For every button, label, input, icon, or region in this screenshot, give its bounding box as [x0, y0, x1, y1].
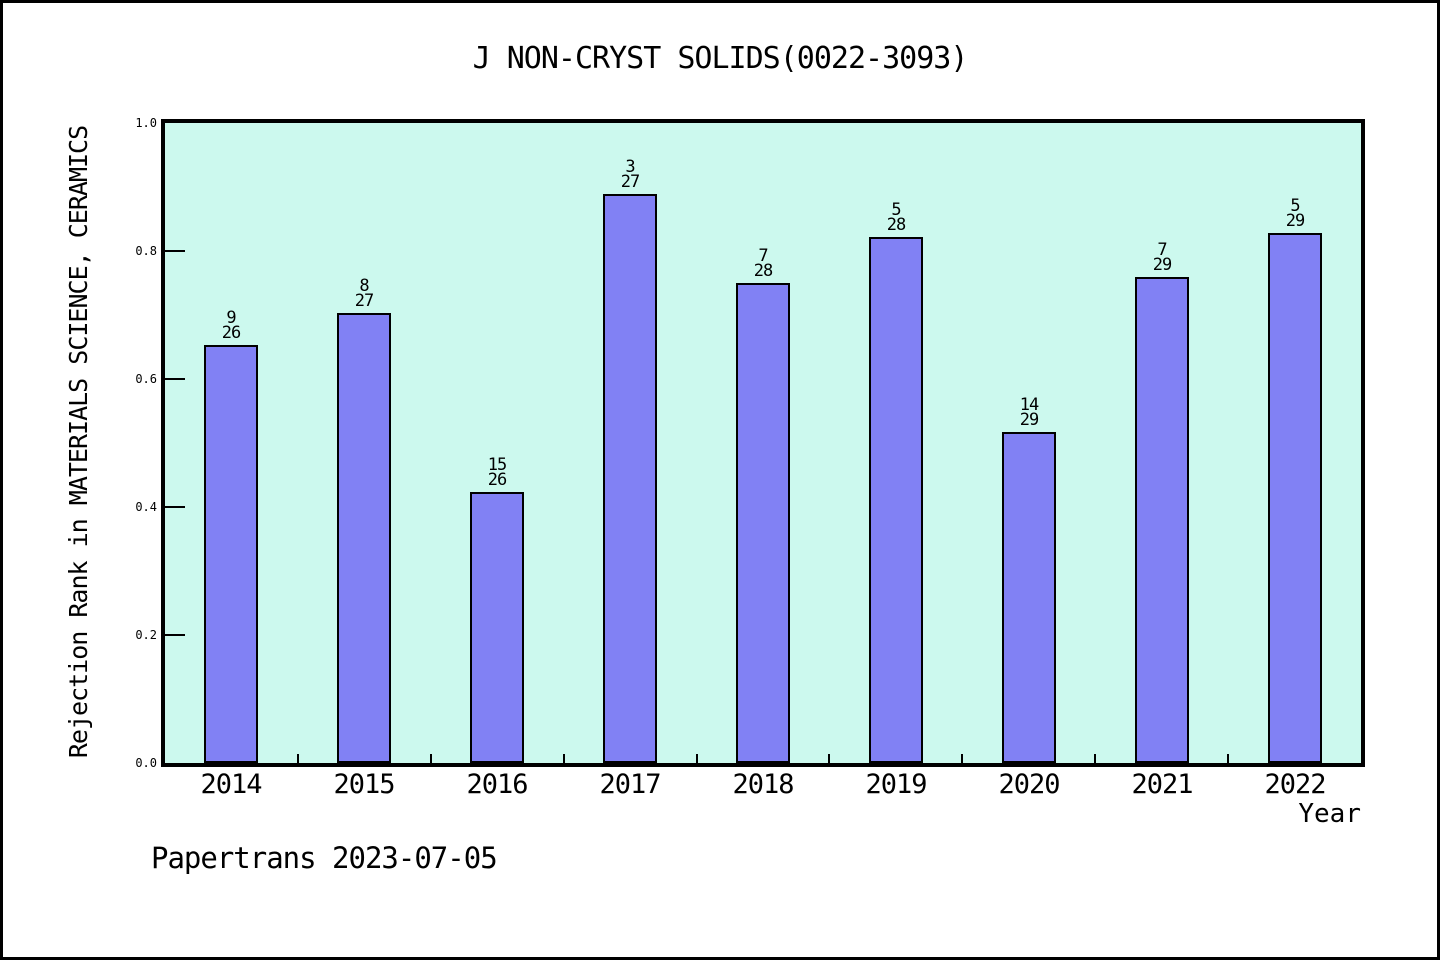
- x-tick-label-2017: 2017: [599, 769, 661, 800]
- bar-value-label-2020: 14 29: [1019, 395, 1039, 430]
- bar-value-label-2019: 5 28: [886, 200, 906, 235]
- x-minor-tick: [1094, 754, 1096, 763]
- x-tick-label-2014: 2014: [200, 769, 262, 800]
- x-tick-label-2020: 2020: [998, 769, 1060, 800]
- bar-2018: [736, 283, 790, 763]
- x-tick-label-2022: 2022: [1264, 769, 1326, 800]
- x-minor-tick: [1227, 754, 1229, 763]
- y-tick-mark: [165, 634, 185, 636]
- x-minor-tick: [961, 754, 963, 763]
- x-tick-label-2018: 2018: [732, 769, 794, 800]
- bar-value-label-2016: 15 26: [487, 455, 507, 490]
- x-tick-label-2019: 2019: [865, 769, 927, 800]
- y-tick-mark: [165, 506, 185, 508]
- bar-value-label-2015: 8 27: [354, 276, 374, 311]
- y-axis-title: Rejection Rank in MATERIALS SCIENCE, CER…: [64, 125, 93, 759]
- y-tick-label-0.2: 0.2: [135, 628, 157, 642]
- bar-2014: [204, 345, 258, 763]
- bar-2016: [470, 492, 524, 763]
- x-axis-title: Year: [1298, 799, 1361, 829]
- y-tick-label-0.6: 0.6: [135, 372, 157, 386]
- y-tick-label-0.0: 0.0: [135, 756, 157, 770]
- x-tick-label-2015: 2015: [333, 769, 395, 800]
- x-tick-label-2016: 2016: [466, 769, 528, 800]
- bar-2022: [1268, 233, 1322, 763]
- y-tick-label-0.4: 0.4: [135, 500, 157, 514]
- y-tick-mark: [165, 250, 185, 252]
- x-minor-tick: [696, 754, 698, 763]
- bar-value-label-2017: 3 27: [620, 157, 640, 192]
- bar-2017: [603, 194, 657, 763]
- bar-value-label-2022: 5 29: [1285, 196, 1305, 231]
- bar-value-label-2021: 7 29: [1152, 240, 1172, 275]
- y-tick-label-0.8: 0.8: [135, 244, 157, 258]
- bar-2021: [1135, 277, 1189, 763]
- x-minor-tick: [563, 754, 565, 763]
- y-tick-mark: [165, 378, 185, 380]
- x-tick-label-2021: 2021: [1131, 769, 1193, 800]
- y-tick-label-1.0: 1.0: [135, 116, 157, 130]
- plot-area: 9 26 8 27 15 26 3 27 7 28 5 28 14 29 7 29 5 29: [161, 119, 1365, 767]
- bar-2019: [869, 237, 923, 763]
- x-minor-tick: [828, 754, 830, 763]
- bar-2015: [337, 313, 391, 763]
- x-minor-tick: [430, 754, 432, 763]
- bar-value-label-2018: 7 28: [753, 246, 773, 281]
- bar-value-label-2014: 9 26: [221, 308, 241, 343]
- x-minor-tick: [297, 754, 299, 763]
- bar-2020: [1002, 432, 1056, 763]
- footer-watermark: Papertrans 2023-07-05: [151, 841, 498, 875]
- chart-title: J NON-CRYST SOLIDS(0022-3093): [472, 41, 969, 76]
